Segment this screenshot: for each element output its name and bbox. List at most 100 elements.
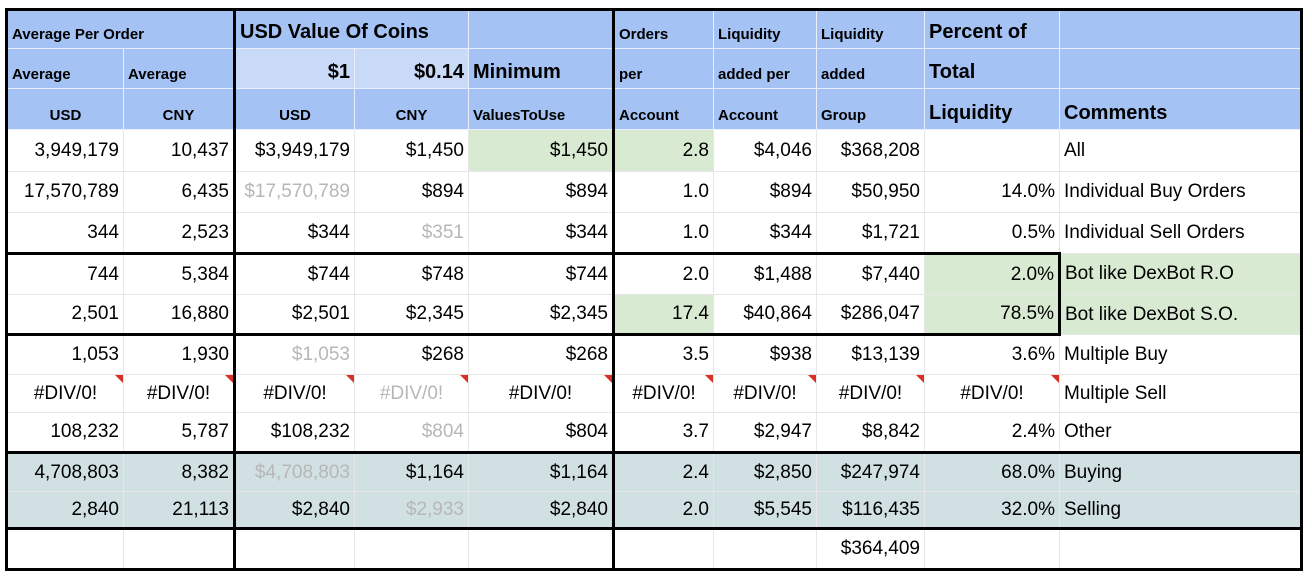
table-cell[interactable]: $364,409	[816, 528, 925, 571]
header-usd-rate[interactable]: $1	[233, 48, 355, 89]
table-cell[interactable]: #DIV/0!	[924, 374, 1060, 413]
table-cell[interactable]	[5, 528, 124, 571]
table-cell[interactable]: $1,721	[816, 212, 925, 255]
table-cell[interactable]: $5,545	[713, 491, 817, 530]
header-liquidity[interactable]: Liquidity	[924, 88, 1060, 130]
header-cell[interactable]	[468, 8, 614, 49]
table-cell[interactable]: $1,488	[713, 253, 817, 295]
table-cell[interactable]: 16,880	[123, 294, 235, 336]
header-account[interactable]: Account	[612, 88, 714, 130]
table-cell[interactable]: 3.5	[612, 334, 714, 375]
table-cell[interactable]: $2,933	[354, 491, 469, 530]
table-cell[interactable]: 1.0	[612, 171, 714, 213]
table-cell[interactable]: $748	[354, 253, 469, 295]
table-cell[interactable]	[354, 528, 469, 571]
header-liquidity-group[interactable]: Liquidity	[816, 8, 925, 49]
table-cell[interactable]: #DIV/0!	[816, 374, 925, 413]
table-cell[interactable]: 2.4%	[924, 412, 1060, 454]
table-cell[interactable]: 0.5%	[924, 212, 1060, 255]
table-cell[interactable]: $2,840	[468, 491, 614, 530]
table-cell[interactable]: 1.0	[612, 212, 714, 255]
header-cell[interactable]	[1059, 8, 1303, 49]
table-cell[interactable]: $2,501	[233, 294, 355, 336]
table-cell[interactable]: $4,708,803	[233, 452, 355, 492]
header-group[interactable]: Group	[816, 88, 925, 130]
comment-cell[interactable]: Multiple Buy	[1059, 334, 1303, 375]
table-cell[interactable]: $894	[468, 171, 614, 213]
table-cell[interactable]: 21,113	[123, 491, 235, 530]
table-cell[interactable]: 14.0%	[924, 171, 1060, 213]
table-cell[interactable]: $804	[354, 412, 469, 454]
table-cell[interactable]: $1,164	[468, 452, 614, 492]
table-cell[interactable]: $2,345	[354, 294, 469, 336]
table-cell[interactable]: 2.0	[612, 491, 714, 530]
table-cell[interactable]: $247,974	[816, 452, 925, 492]
table-cell[interactable]: $268	[468, 334, 614, 375]
table-cell[interactable]: $268	[354, 334, 469, 375]
table-cell[interactable]	[924, 129, 1060, 172]
table-cell[interactable]: 2,523	[123, 212, 235, 255]
comment-cell[interactable]: Individual Sell Orders	[1059, 212, 1303, 254]
table-cell[interactable]: $286,047	[816, 294, 925, 336]
table-cell[interactable]: 2,840	[5, 491, 124, 530]
table-cell[interactable]: #DIV/0!	[123, 374, 235, 413]
comment-cell[interactable]: Individual Buy Orders	[1059, 171, 1303, 213]
table-cell[interactable]: 17.4	[612, 294, 714, 336]
table-cell[interactable]: $344	[468, 212, 614, 255]
comment-cell[interactable]: Bot like DexBot R.O	[1059, 253, 1303, 295]
header-total[interactable]: Total	[924, 48, 1060, 89]
table-cell[interactable]: 8,382	[123, 452, 235, 492]
table-cell[interactable]: $1,450	[468, 129, 614, 172]
table-cell[interactable]: 744	[5, 253, 124, 295]
table-cell[interactable]: 2,501	[5, 294, 124, 336]
header-average-usd[interactable]: Average	[5, 48, 124, 89]
table-cell[interactable]: $368,208	[816, 129, 925, 172]
table-cell[interactable]: $2,840	[233, 491, 355, 530]
table-cell[interactable]: $744	[468, 253, 614, 295]
table-cell[interactable]: 2.0%	[924, 253, 1061, 295]
comment-cell[interactable]: Bot like DexBot S.O.	[1059, 294, 1303, 335]
table-cell[interactable]: 3,949,179	[5, 129, 124, 172]
table-cell[interactable]: 5,384	[123, 253, 235, 295]
header-minimum[interactable]: Minimum	[468, 48, 614, 89]
table-cell[interactable]	[123, 528, 235, 571]
table-cell[interactable]: $1,164	[354, 452, 469, 492]
comment-cell[interactable]: All	[1059, 129, 1303, 172]
table-cell[interactable]: $744	[233, 253, 355, 295]
table-cell[interactable]: $2,850	[713, 452, 817, 492]
comment-cell[interactable]: Selling	[1059, 491, 1303, 530]
table-cell[interactable]: $804	[468, 412, 614, 454]
comment-cell[interactable]: Buying	[1059, 452, 1303, 492]
header-values-to-use[interactable]: ValuesToUse	[468, 88, 614, 130]
table-cell[interactable]: 6,435	[123, 171, 235, 213]
table-cell[interactable]: 3.6%	[924, 334, 1060, 375]
table-cell[interactable]: #DIV/0!	[354, 374, 469, 413]
table-cell[interactable]: 5,787	[123, 412, 235, 454]
header-usd-value-of-coins[interactable]: USD Value Of Coins	[233, 8, 469, 49]
table-cell[interactable]: $3,949,179	[233, 129, 355, 172]
table-cell[interactable]: $351	[354, 212, 469, 255]
table-cell[interactable]: 2.8	[612, 129, 714, 172]
table-cell[interactable]: #DIV/0!	[233, 374, 355, 413]
table-cell[interactable]: $13,139	[816, 334, 925, 375]
table-cell[interactable]: $108,232	[233, 412, 355, 454]
header-cny-rate[interactable]: $0.14	[354, 48, 469, 89]
table-cell[interactable]: #DIV/0!	[713, 374, 817, 413]
table-cell[interactable]: 4,708,803	[5, 452, 124, 492]
header-added[interactable]: added	[816, 48, 925, 89]
table-cell[interactable]: $116,435	[816, 491, 925, 530]
header-cell[interactable]	[1059, 48, 1303, 89]
header-orders[interactable]: Orders	[612, 8, 714, 49]
header-average-per-order[interactable]: Average Per Order	[5, 8, 235, 49]
header-comments[interactable]: Comments	[1059, 88, 1303, 130]
table-cell[interactable]: 344	[5, 212, 124, 255]
table-cell[interactable]: $17,570,789	[233, 171, 355, 213]
table-cell[interactable]: 10,437	[123, 129, 235, 172]
table-cell[interactable]: 1,053	[5, 334, 124, 375]
header-average-cny[interactable]: Average	[123, 48, 235, 89]
header-account[interactable]: Account	[713, 88, 817, 130]
table-cell[interactable]: #DIV/0!	[468, 374, 614, 413]
table-cell[interactable]: $7,440	[816, 253, 925, 295]
comment-cell[interactable]: Multiple Sell	[1059, 374, 1303, 413]
table-cell[interactable]: $894	[713, 171, 817, 213]
